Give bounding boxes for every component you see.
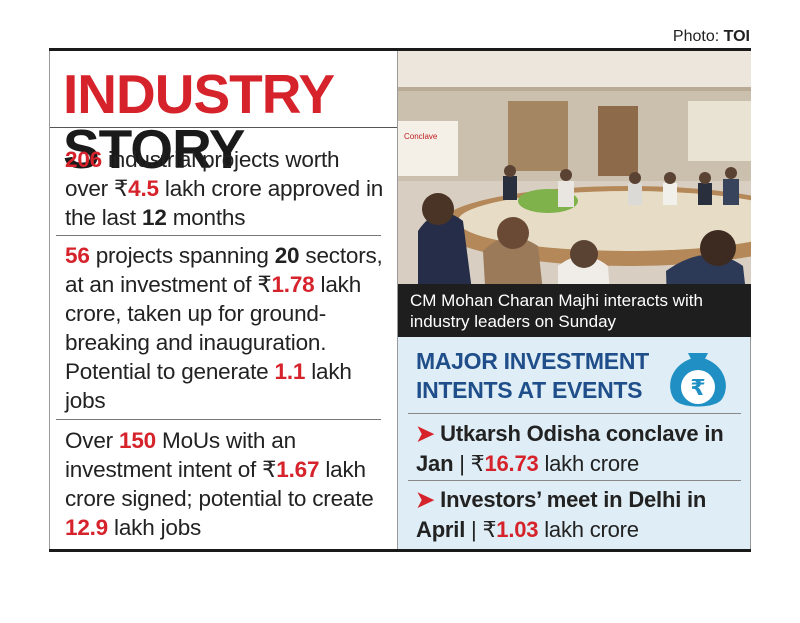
rupee-symbol: ₹	[690, 376, 705, 401]
headline-part1: INDUSTRY	[63, 63, 334, 125]
infographic-frame: INDUSTRY STORY 206 industrial projects w…	[49, 48, 751, 552]
investment-amount: 1.03	[496, 517, 539, 542]
stage-banner	[398, 121, 458, 176]
photo-credit-source: TOI	[723, 28, 750, 45]
fact-text: months	[166, 205, 246, 230]
headline-divider	[50, 127, 397, 128]
fact-text: lakh crore approved in the last	[65, 176, 384, 230]
headline: INDUSTRY STORY	[63, 67, 397, 177]
fact-text: ₹	[262, 457, 277, 482]
fact-text: projects spanning	[89, 243, 275, 268]
event-name: Investors’ meet in Delhi in April	[416, 487, 707, 542]
fact-text: ₹	[257, 272, 272, 297]
fact-text: lakh jobs	[108, 515, 202, 540]
investment-heading: MAJOR INVESTMENT INTENTS AT EVENTS	[416, 347, 649, 405]
fact-highlight-number: 150	[119, 428, 156, 453]
photo-caption: CM Mohan Charan Majhi interacts with ind…	[398, 284, 751, 337]
fact-divider	[56, 235, 381, 236]
investment-item: ➤ Utkarsh Odisha conclave in Jan | ₹16.7…	[416, 419, 741, 479]
investment-panel: MAJOR INVESTMENT INTENTS AT EVENTS ₹ ➤ U…	[398, 337, 751, 549]
photo-credit-label: Photo:	[672, 28, 720, 45]
fact-highlight-number: 56	[65, 243, 90, 268]
fact-text: lakh crore signed; potential to create	[65, 457, 374, 511]
fact-item: 206 industrial projects worth over ₹4.5 …	[65, 145, 385, 232]
money-bag-icon: ₹	[670, 353, 726, 407]
investment-item: ➤ Investors’ meet in Delhi in April | ₹1…	[416, 485, 741, 545]
investment-divider	[408, 480, 741, 481]
fact-highlight-number: 206	[65, 147, 102, 172]
fact-text: lakh crore, taken up for ground-breaking…	[65, 272, 362, 384]
fact-text: lakh jobs	[65, 359, 352, 413]
investment-unit: lakh crore	[538, 451, 640, 476]
investment-heading-line2: INTENTS AT EVENTS	[416, 377, 643, 403]
fact-highlight-number: 12.9	[65, 515, 108, 540]
fact-text: Over	[65, 428, 120, 453]
headline-part2: STORY	[63, 118, 245, 180]
fact-divider	[56, 419, 381, 420]
investment-heading-line1: MAJOR INVESTMENT	[416, 348, 649, 374]
arrow-icon: ➤	[416, 421, 435, 446]
fact-text: industrial projects worth over	[65, 147, 340, 201]
separator: |	[453, 451, 471, 476]
investment-amount: 16.73	[484, 451, 539, 476]
event-name: Utkarsh Odisha conclave in Jan	[416, 421, 724, 476]
facts-panel: INDUSTRY STORY 206 industrial projects w…	[49, 51, 398, 549]
fact-bold-number: 20	[274, 243, 300, 268]
currency-symbol: ₹	[482, 517, 497, 542]
fact-bold-number: 12	[142, 205, 167, 230]
banner-text: Conclave	[404, 132, 438, 141]
fact-text: ₹	[114, 176, 129, 201]
investment-unit: lakh crore	[538, 517, 639, 542]
fact-highlight-number: 4.5	[128, 176, 159, 201]
photo-credit: Photo: TOI	[673, 28, 750, 46]
fact-highlight-number: 1.1	[274, 359, 306, 384]
fact-text: MoUs with an investment intent of	[65, 428, 296, 482]
fact-highlight-number: 1.67	[276, 457, 320, 482]
fact-item: Over 150 MoUs with an investment intent …	[65, 426, 385, 542]
currency-symbol: ₹	[470, 451, 485, 476]
fact-item: 56 projects spanning 20 sectors, at an i…	[65, 241, 385, 415]
fact-text: sectors, at an investment of	[65, 243, 383, 297]
investment-divider	[408, 413, 741, 414]
fact-highlight-number: 1.78	[271, 272, 315, 297]
separator: |	[465, 517, 483, 542]
arrow-icon: ➤	[416, 487, 435, 512]
